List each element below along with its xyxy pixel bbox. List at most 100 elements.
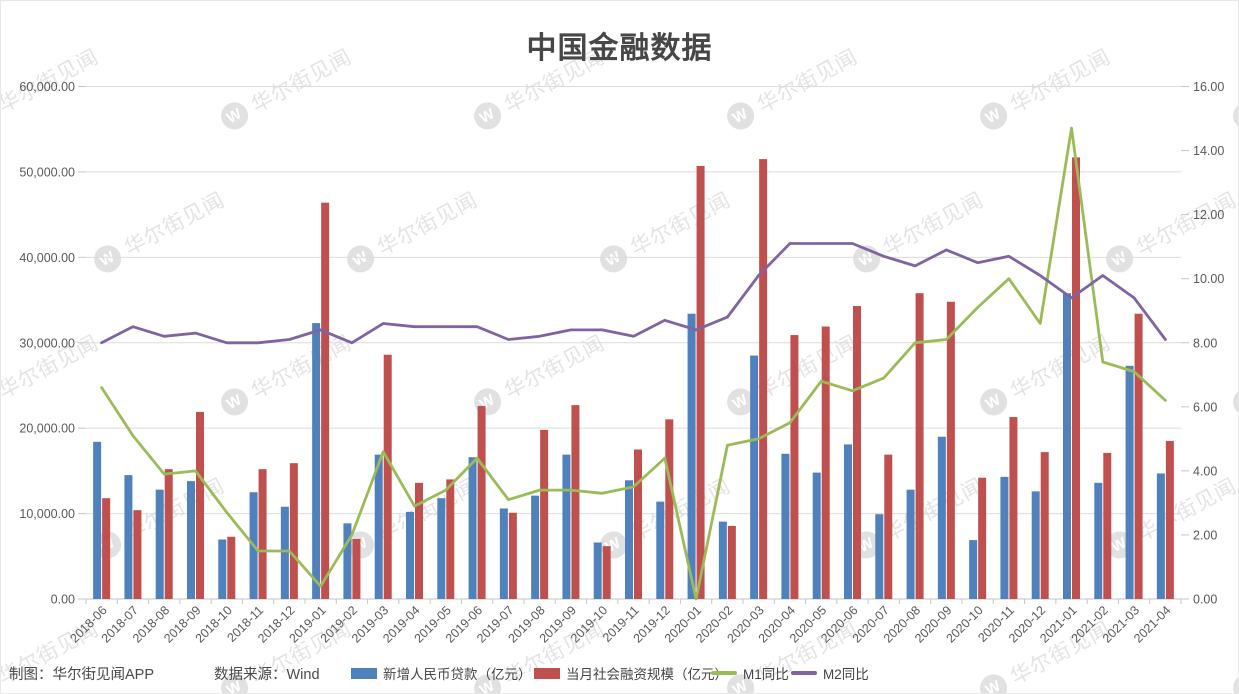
svg-text:12.00: 12.00 bbox=[1193, 208, 1224, 222]
tsf-bar-swatch bbox=[534, 667, 560, 679]
bar bbox=[687, 313, 696, 599]
bar bbox=[383, 354, 392, 599]
svg-text:40,000.00: 40,000.00 bbox=[19, 251, 75, 265]
svg-text:0.00: 0.00 bbox=[51, 593, 75, 607]
legend-label-loans: 新增人民币贷款（亿元） bbox=[383, 667, 532, 682]
bar bbox=[853, 306, 861, 599]
m2-line-swatch bbox=[791, 671, 817, 675]
bar bbox=[1125, 365, 1134, 599]
svg-text:30,000.00: 30,000.00 bbox=[19, 336, 75, 350]
bar bbox=[280, 506, 289, 599]
svg-text:10,000.00: 10,000.00 bbox=[19, 507, 75, 521]
footer-maker: 制图：华尔街见闻APP bbox=[9, 667, 155, 683]
footer-source: 数据来源：Wind bbox=[214, 667, 320, 683]
svg-text:6.00: 6.00 bbox=[1193, 400, 1217, 414]
bar bbox=[1000, 476, 1009, 599]
bar bbox=[696, 165, 705, 599]
bar bbox=[531, 495, 540, 599]
x-axis-labels: 2018-062018-072018-082018-092018-102018-… bbox=[67, 599, 1182, 646]
bar bbox=[946, 301, 955, 599]
bar bbox=[790, 335, 799, 599]
bar bbox=[540, 429, 549, 599]
bar bbox=[665, 419, 674, 599]
svg-text:0.00: 0.00 bbox=[1193, 593, 1217, 607]
bar bbox=[1103, 452, 1112, 599]
bar bbox=[978, 477, 987, 599]
bar bbox=[133, 510, 142, 599]
legend-item-loans: 新增人民币贷款（亿元） bbox=[351, 663, 532, 683]
bar bbox=[1134, 313, 1143, 599]
legend-item-m2: M2同比 bbox=[791, 663, 869, 683]
svg-text:8.00: 8.00 bbox=[1193, 336, 1217, 350]
bar-series-loans bbox=[93, 293, 1165, 599]
bar bbox=[727, 525, 736, 599]
bar bbox=[468, 457, 477, 599]
bar bbox=[915, 293, 924, 599]
line-path bbox=[100, 242, 1167, 345]
svg-text:10.00: 10.00 bbox=[1193, 272, 1224, 286]
bar bbox=[446, 479, 455, 599]
bar bbox=[969, 540, 978, 599]
bar bbox=[406, 511, 414, 599]
svg-text:50,000.00: 50,000.00 bbox=[19, 165, 75, 179]
bar bbox=[508, 512, 517, 599]
svg-text:2.00: 2.00 bbox=[1193, 528, 1217, 542]
loans-bar-swatch bbox=[351, 667, 377, 679]
bar bbox=[343, 523, 352, 599]
bar bbox=[718, 521, 727, 599]
bar bbox=[289, 463, 298, 599]
bar bbox=[937, 436, 946, 599]
line-m1 bbox=[100, 126, 1167, 601]
bar bbox=[124, 475, 133, 599]
line-path bbox=[100, 126, 1167, 601]
legend-label-m2: M2同比 bbox=[823, 667, 869, 682]
svg-text:16.00: 16.00 bbox=[1193, 80, 1224, 94]
bar bbox=[593, 542, 602, 599]
combo-chart: 0.00 10,000.00 20,000.00 30,000.00 40,000.00… bbox=[19, 80, 1224, 646]
bar bbox=[93, 441, 102, 599]
bar bbox=[634, 449, 642, 599]
legend-item-m1: M1同比 bbox=[711, 663, 789, 683]
bar bbox=[374, 454, 383, 599]
bar bbox=[415, 482, 423, 599]
footer: 制图：华尔街见闻APP 数据来源：Wind 新增人民币贷款（亿元） 当月社会融资… bbox=[1, 657, 1238, 689]
bar bbox=[1031, 491, 1040, 599]
bar bbox=[844, 444, 852, 599]
bar bbox=[218, 539, 227, 599]
bar bbox=[812, 472, 821, 599]
bar bbox=[477, 405, 486, 599]
bar bbox=[312, 323, 321, 599]
bar bbox=[875, 514, 884, 599]
bar bbox=[906, 489, 915, 599]
bar bbox=[625, 480, 633, 599]
svg-text:4.00: 4.00 bbox=[1193, 464, 1217, 478]
bar bbox=[1165, 440, 1174, 599]
bar bbox=[352, 538, 361, 599]
bar bbox=[258, 469, 267, 599]
bar bbox=[1156, 473, 1165, 599]
legend-item-tsf: 当月社会融资规模（亿元） bbox=[534, 663, 728, 683]
bar bbox=[1094, 482, 1103, 599]
bar bbox=[562, 454, 571, 599]
line-m2 bbox=[100, 242, 1167, 345]
bar bbox=[1040, 452, 1049, 599]
bar bbox=[437, 498, 446, 599]
right-axis-labels: 0.00 2.00 4.00 6.00 8.00 10.00 12.00 14.00 16.00 bbox=[1181, 80, 1224, 607]
legend-label-tsf: 当月社会融资规模（亿元） bbox=[566, 667, 728, 682]
bar bbox=[1063, 293, 1071, 599]
bar bbox=[602, 546, 611, 599]
m1-line-swatch bbox=[711, 671, 737, 675]
bar bbox=[1072, 157, 1080, 600]
bar bbox=[227, 536, 236, 599]
bar bbox=[187, 481, 195, 599]
legend-label-m1: M1同比 bbox=[743, 667, 789, 682]
bar bbox=[781, 453, 790, 599]
bar bbox=[571, 405, 580, 599]
chart-title: 中国金融数据 bbox=[526, 32, 713, 65]
left-axis-labels: 0.00 10,000.00 20,000.00 30,000.00 40,000.00… bbox=[19, 80, 75, 607]
bar bbox=[102, 498, 111, 599]
bar bbox=[155, 489, 164, 599]
svg-text:20,000.00: 20,000.00 bbox=[19, 422, 75, 436]
bar bbox=[1009, 417, 1018, 599]
bar bbox=[164, 469, 173, 599]
